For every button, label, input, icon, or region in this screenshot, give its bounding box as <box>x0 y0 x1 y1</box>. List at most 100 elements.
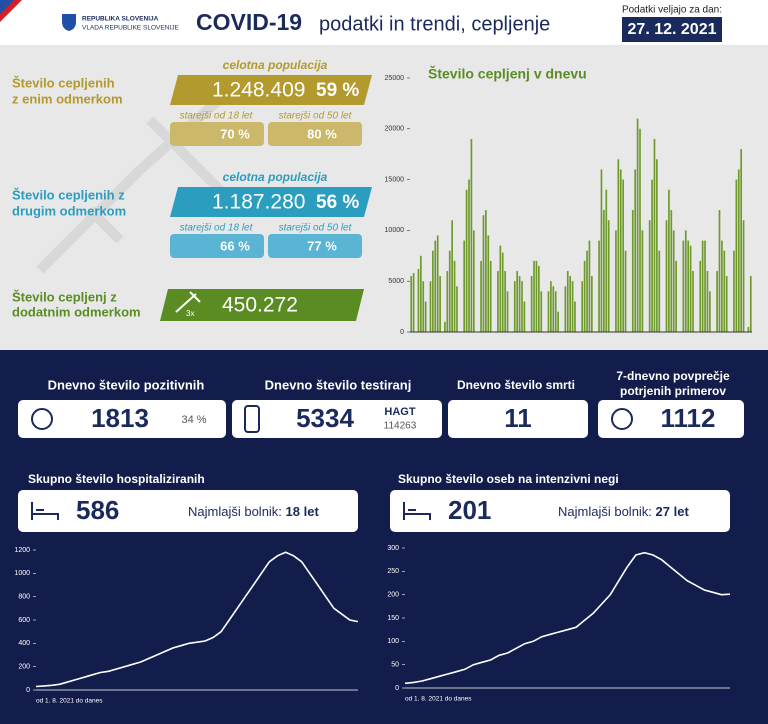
stat-title: 7-dnevno povprečje <box>616 369 730 383</box>
bar <box>504 271 506 332</box>
bar <box>516 271 519 332</box>
bar <box>672 230 675 332</box>
bar <box>709 291 711 332</box>
youngest: Najmlajši bolnik: 27 let <box>558 504 689 519</box>
bar <box>444 321 446 332</box>
y-tick-label: 100 <box>387 638 399 645</box>
bar <box>485 210 487 332</box>
decor-syringe <box>36 86 234 274</box>
population-label: celotna populacija <box>223 170 328 184</box>
y-tick-label: 5000 <box>388 278 404 285</box>
bar <box>417 269 420 332</box>
bar <box>424 301 427 332</box>
y-tick-label: 250 <box>387 568 399 575</box>
bar <box>422 281 425 332</box>
bar <box>569 276 572 332</box>
line <box>35 551 359 688</box>
bar <box>497 271 499 332</box>
age-label: starejši od 50 let <box>279 111 353 122</box>
bar <box>701 240 704 332</box>
stat-card <box>232 400 442 438</box>
share: 59 % <box>316 80 359 101</box>
bar <box>429 281 432 332</box>
badge: 3x <box>186 309 194 318</box>
hagt-value: 114263 <box>384 421 417 432</box>
bar <box>725 276 728 332</box>
y-tick-label: 1000 <box>14 570 30 577</box>
org-name: REPUBLIKA SLOVENIJA <box>82 16 159 23</box>
y-tick-label: 200 <box>18 664 30 671</box>
bar <box>557 311 559 332</box>
share: 80 % <box>307 126 337 141</box>
y-tick-label: 20000 <box>385 126 405 133</box>
stat-value: 1813 <box>91 403 149 433</box>
stat-title: potrjenih primerov <box>620 384 726 398</box>
bar <box>704 240 706 332</box>
bar <box>419 255 422 332</box>
bar <box>723 250 726 332</box>
test-icon <box>244 405 260 433</box>
bar <box>651 179 653 332</box>
bar <box>489 260 492 332</box>
bar <box>636 118 639 332</box>
bar <box>523 301 526 332</box>
bar <box>624 250 627 332</box>
youngest-age: 18 let <box>286 504 320 519</box>
age-label: starejši od 50 let <box>279 223 353 234</box>
population-label: celotna populacija <box>223 58 328 72</box>
youngest-age: 27 let <box>656 504 690 519</box>
vacc-label: Število cepljenih <box>12 75 115 90</box>
bar <box>566 271 569 332</box>
share: 70 % <box>220 126 250 141</box>
bar <box>619 169 622 332</box>
bar <box>506 291 509 332</box>
bed-icon <box>31 502 59 520</box>
bar <box>470 138 473 332</box>
bar <box>540 291 543 332</box>
pill <box>170 234 264 258</box>
stat-value: 5334 <box>296 403 354 433</box>
bar <box>588 240 591 332</box>
bar <box>552 286 555 332</box>
y-tick-label: 800 <box>18 594 30 601</box>
bar <box>480 260 482 332</box>
vacc-label: Število cepljenih z <box>12 187 125 202</box>
bar <box>434 240 437 332</box>
hagt-label: HAGT <box>384 406 415 418</box>
date-label: Podatki veljajo za dan: <box>622 5 722 16</box>
bar <box>451 220 453 332</box>
bar <box>453 260 456 332</box>
bar <box>716 271 718 332</box>
chart-title: Število cepljenj v dnevu <box>428 65 587 82</box>
bar <box>482 215 485 332</box>
stat-value: 11 <box>504 403 532 433</box>
bar <box>687 240 690 332</box>
bar <box>456 286 458 332</box>
bar <box>412 273 415 332</box>
bar <box>684 230 687 332</box>
bar <box>653 138 656 332</box>
bar <box>530 276 533 332</box>
stat-value: 201 <box>448 495 491 525</box>
bar <box>590 276 593 332</box>
bar <box>538 265 540 332</box>
y-tick-label: 0 <box>395 685 399 692</box>
line <box>404 551 731 685</box>
bar <box>718 210 721 332</box>
y-tick-label: 300 <box>387 545 399 552</box>
pill <box>160 289 364 321</box>
title: COVID-19 <box>196 9 302 35</box>
bar <box>675 260 677 332</box>
bar <box>600 169 603 332</box>
share: 56 % <box>316 192 359 213</box>
bar <box>603 210 605 332</box>
bar <box>581 281 584 332</box>
age-label: starejši od 18 let <box>180 223 254 234</box>
stat-card <box>598 400 744 438</box>
bar <box>533 260 535 332</box>
stat-card <box>448 400 588 438</box>
bar <box>670 210 673 332</box>
org-name: VLADA REPUBLIKE SLOVENIJE <box>82 25 179 32</box>
bar <box>733 250 735 332</box>
